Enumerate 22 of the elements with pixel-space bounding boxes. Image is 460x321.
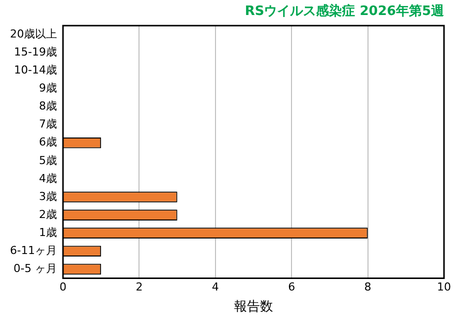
x-tick-label: 4 — [212, 280, 219, 294]
y-tick-label: 4歳 — [38, 172, 57, 185]
y-tick-label: 1歳 — [38, 226, 57, 239]
y-tick-label: 8歳 — [38, 100, 57, 113]
x-axis-title: 報告数 — [234, 300, 273, 315]
x-tick-label: 2 — [136, 280, 143, 294]
y-tick-label: 6-11ヶ月 — [10, 244, 57, 257]
y-tick-label: 0-5 ヶ月 — [14, 262, 57, 276]
y-tick-label: 7歳 — [38, 118, 57, 131]
y-tick-label: 10-14歳 — [14, 64, 57, 77]
y-tick-label: 9歳 — [38, 82, 57, 95]
chart-title: RSウイルス感染症 2026年第5週 — [244, 3, 445, 20]
y-tick-label: 3歳 — [38, 190, 57, 203]
y-tick-label: 2歳 — [38, 208, 57, 221]
x-tick-label: 0 — [59, 280, 66, 294]
x-tick-label: 10 — [437, 280, 451, 294]
x-tick-label: 8 — [364, 280, 372, 294]
x-tick-label: 6 — [288, 280, 296, 294]
y-tick-label: 6歳 — [38, 136, 57, 149]
y-tick-label: 15-19歳 — [14, 46, 57, 59]
y-tick-label: 5歳 — [38, 154, 57, 167]
y-tick-label: 20歳以上 — [10, 27, 57, 40]
